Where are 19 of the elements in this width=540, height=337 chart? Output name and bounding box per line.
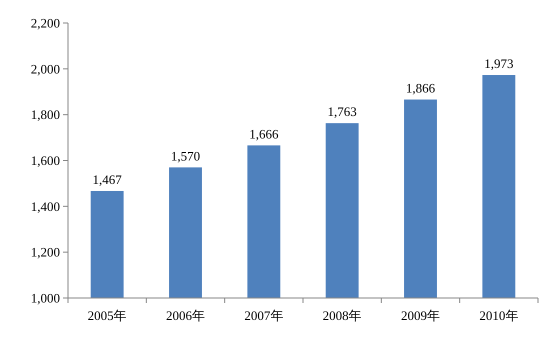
y-tick-label: 1,000 [30, 290, 60, 306]
data-label: 1,666 [249, 126, 279, 142]
data-label: 1,570 [170, 148, 200, 164]
data-label: 1,763 [328, 104, 357, 120]
x-tick-label: 2005年 [88, 308, 127, 323]
y-tick-label: 1,200 [30, 244, 60, 260]
x-tick-label: 2006年 [166, 308, 205, 323]
y-tick-label: 1,400 [30, 198, 60, 214]
data-label: 1,467 [92, 172, 122, 187]
x-tick-label: 2010年 [479, 308, 518, 323]
y-tick-label: 1,800 [30, 107, 60, 122]
y-tick-label: 2,000 [30, 61, 60, 76]
x-tick-label: 2008年 [322, 308, 362, 323]
y-tick-label: 1,600 [30, 153, 60, 168]
x-tick-label: 2009年 [401, 308, 440, 323]
data-label: 1,866 [406, 80, 436, 96]
x-tick-label: 2007年 [244, 308, 284, 323]
data-label: 1,973 [484, 56, 514, 72]
y-tick-label: 2,200 [30, 16, 60, 30]
